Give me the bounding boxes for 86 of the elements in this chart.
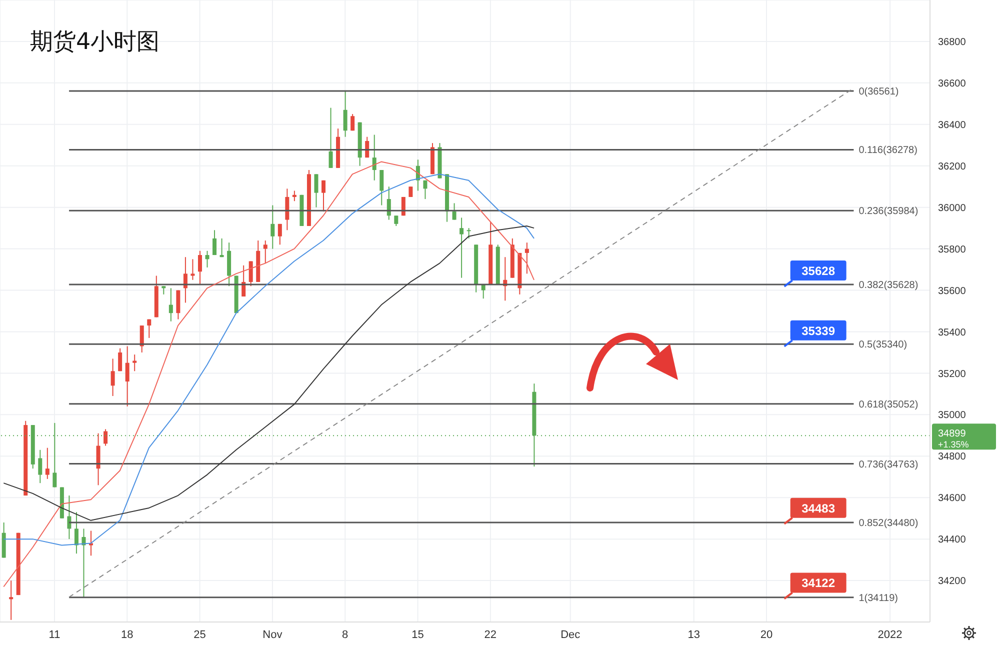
candlestick	[110, 358, 115, 397]
x-tick-label: 22	[484, 628, 497, 641]
annotation: 35339	[802, 324, 836, 338]
candlestick	[248, 260, 253, 287]
candlestick	[190, 258, 195, 280]
ref-line-label: 0.5(35340)	[858, 340, 908, 351]
y-tick-label: 36600	[938, 78, 966, 90]
candlestick	[350, 114, 355, 132]
y-tick-label: 35600	[938, 286, 966, 297]
candlestick	[212, 230, 217, 256]
x-tick-label: 18	[121, 628, 134, 641]
ref-line-label: 0.618(35052)	[858, 399, 918, 410]
annotation: 35628	[802, 264, 836, 278]
ref-line-label: 1(34119)	[858, 592, 898, 604]
candlestick	[452, 202, 456, 220]
candlestick	[372, 134, 376, 181]
y-tick-label: 34800	[938, 452, 966, 463]
ref-line-label: 0.382(35628)	[858, 280, 918, 292]
text: +1.35%	[938, 440, 969, 450]
candlestick	[278, 223, 282, 246]
y-tick-label: 35200	[938, 368, 966, 380]
x-tick-label: 25	[194, 628, 206, 641]
candlestick	[89, 530, 94, 556]
y-tick-label: 35800	[938, 244, 966, 256]
ref-line-label: 0.852(34480)	[858, 518, 918, 530]
candlestick	[460, 217, 464, 278]
x-tick-label: 15	[412, 628, 424, 641]
x-tick-label: 20	[760, 628, 773, 641]
x-tick-label: 11	[48, 628, 60, 641]
candlestick	[380, 170, 384, 206]
candlestick	[314, 174, 318, 208]
ref-line-label: 0(36561)	[858, 86, 899, 98]
ref-line-label: 0.236(35984)	[858, 206, 918, 218]
candlestick	[74, 512, 78, 554]
y-tick-label: 34600	[938, 493, 966, 504]
ref-line-label: 0.736(34763)	[858, 459, 918, 470]
ref-line-label: 34899	[938, 428, 966, 440]
ref-line-label: 0.116(36278)	[858, 145, 918, 156]
candlestick	[423, 180, 428, 200]
line-series	[3, 225, 535, 521]
x-tick-label: Dec	[560, 628, 581, 641]
candlestick	[198, 250, 202, 285]
candlestick	[394, 215, 398, 226]
candlestick	[176, 290, 180, 320]
annotation: 34483	[802, 501, 836, 516]
candlestick	[104, 428, 108, 446]
y-tick-label: 36800	[938, 37, 966, 48]
candlestick	[132, 354, 137, 372]
x-tick-label: Nov	[262, 628, 283, 641]
candlestick	[220, 238, 224, 258]
candlestick	[147, 318, 152, 338]
candlestick	[466, 228, 471, 239]
candlestick	[322, 180, 326, 212]
candlestick	[125, 346, 130, 407]
candlestick	[9, 580, 14, 620]
candlestick	[140, 325, 144, 353]
text: 期货4小时图	[30, 28, 160, 57]
candlestick	[328, 107, 333, 168]
y-tick-label: 35000	[938, 410, 966, 422]
candlestick	[242, 264, 246, 297]
candlestick	[343, 90, 348, 138]
x-tick-label: 13	[688, 628, 700, 641]
candlestick	[183, 256, 188, 304]
candlestick	[118, 348, 122, 372]
candlestick	[292, 190, 296, 202]
candlestick	[386, 186, 391, 220]
candlestick	[408, 186, 413, 198]
candlestick	[38, 449, 42, 484]
candlestick	[270, 204, 275, 250]
y-tick-label: 36200	[938, 161, 966, 172]
y-tick-label: 34200	[938, 576, 966, 588]
x-tick-label: 8	[342, 628, 348, 641]
x-tick-label: 2022	[878, 628, 902, 641]
candlestick	[168, 288, 173, 322]
y-tick-label: 36000	[938, 202, 966, 214]
y-tick-label: 35400	[938, 327, 966, 338]
y-tick-label: 34400	[938, 534, 966, 546]
candlestick	[205, 250, 210, 268]
y-tick-label: 36400	[938, 120, 966, 131]
candlestick	[524, 242, 529, 274]
annotation: 34122	[802, 576, 836, 590]
candlestick	[285, 188, 290, 231]
candlestick	[263, 240, 268, 264]
candlestick	[45, 447, 50, 480]
candlestick	[67, 495, 72, 540]
candlestick	[96, 432, 100, 486]
